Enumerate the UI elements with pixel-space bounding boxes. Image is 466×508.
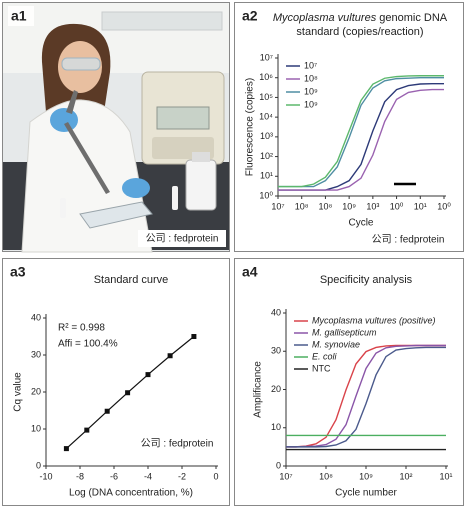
y-tick-label: 10⁵ bbox=[259, 92, 273, 102]
y-tick-label: 10 bbox=[271, 422, 281, 432]
legend-label: M. synoviae bbox=[312, 339, 360, 349]
y-tick-label: 0 bbox=[276, 460, 281, 470]
watermark: 公司 : fedprotein bbox=[372, 235, 445, 246]
panel-a2: a2 Mycoplasma vultures genomic DNA stand… bbox=[234, 2, 464, 252]
panel-a1: a1 公司 : fedprotein bbox=[2, 2, 230, 253]
x-tick-label: 10⁸ bbox=[319, 201, 333, 211]
panel-label: a1 bbox=[11, 8, 27, 24]
x-tick-label: -6 bbox=[110, 471, 118, 481]
x-tick-label: 10⁹ bbox=[342, 201, 356, 211]
series-line bbox=[278, 77, 444, 188]
point bbox=[145, 372, 151, 378]
y-axis-label: Cq value bbox=[13, 372, 24, 412]
y-tick-label: 20 bbox=[271, 384, 281, 394]
y-tick-label: 10⁶ bbox=[259, 72, 273, 82]
panel-a4: a4 0 10 20 30 40 10⁷ 10⁸ 10⁹ 10² 10¹ Cycle number A… bbox=[234, 258, 464, 506]
title-part: Mycoplasma vultures bbox=[273, 12, 377, 24]
x-tick-label: 10⁸ bbox=[319, 471, 333, 481]
x-tick-label: 10⁸ bbox=[295, 201, 309, 211]
x-tick-label: -4 bbox=[144, 471, 152, 481]
x-tick-label: 10¹ bbox=[414, 201, 427, 211]
chart-title: Standard curve bbox=[94, 274, 169, 286]
watermark-box bbox=[138, 230, 226, 247]
series-line bbox=[286, 346, 446, 448]
y-tick-label: 40 bbox=[31, 312, 41, 322]
y-axis-label: Amplificance bbox=[253, 361, 264, 418]
glove-left bbox=[50, 108, 78, 132]
point bbox=[63, 446, 69, 452]
series-line bbox=[278, 75, 444, 188]
annotation: R² = 0.998 bbox=[58, 323, 105, 334]
bottle bbox=[185, 159, 217, 211]
y-tick-label: 10 bbox=[31, 423, 41, 433]
x-tick-label: 10⁰ bbox=[437, 201, 451, 211]
instrument-screen bbox=[156, 106, 210, 130]
x-tick-label: 10¹ bbox=[439, 471, 452, 481]
point bbox=[191, 334, 197, 339]
annotation: Affi = 100.4% bbox=[58, 339, 118, 350]
x-tick-label: -8 bbox=[76, 471, 84, 481]
panel-frame bbox=[234, 2, 464, 252]
x-axis-label: Cycle number bbox=[335, 488, 397, 499]
y-tick-label: 20 bbox=[31, 386, 41, 396]
tube bbox=[172, 186, 178, 210]
label-box bbox=[8, 6, 34, 26]
legend-label: 10⁹ bbox=[304, 86, 318, 96]
y-tick-label: 30 bbox=[31, 349, 41, 359]
bottle-cap bbox=[192, 152, 210, 162]
title-part: genomic DNA bbox=[379, 12, 448, 24]
y-tick-label: 10³ bbox=[260, 131, 273, 141]
panel-label: a4 bbox=[242, 264, 258, 280]
tube-rack bbox=[79, 201, 153, 229]
legend-label: 10⁸ bbox=[304, 73, 318, 83]
x-tick-label: 10⁹ bbox=[359, 471, 373, 481]
x-tick-label: 10⁷ bbox=[271, 201, 284, 211]
tube bbox=[60, 198, 66, 218]
point bbox=[104, 408, 110, 414]
y-axis-label: Fluorescence (copies) bbox=[245, 78, 256, 176]
panel-a3: a3 公司 : fedprotein 0 10 20 30 40 -10 -8 -6 -4 -2 0… bbox=[2, 258, 230, 506]
y-tick-label: 30 bbox=[271, 346, 281, 356]
x-tick-label: 10³ bbox=[366, 201, 379, 211]
x-tick-label: -10 bbox=[39, 471, 52, 481]
series-line bbox=[278, 88, 444, 191]
legend-label: Mycoplasma vultures (positive) bbox=[312, 315, 436, 325]
goggles bbox=[61, 57, 101, 71]
point bbox=[125, 390, 131, 396]
panel-frame bbox=[2, 258, 230, 506]
shelf bbox=[101, 11, 223, 31]
x-tick-label: 10² bbox=[399, 471, 412, 481]
x-tick-label: 0 bbox=[213, 471, 218, 481]
chart-title: Specificity analysis bbox=[320, 274, 413, 286]
x-axis-label: Log (DNA concentration, %) bbox=[69, 488, 193, 499]
glove-right bbox=[122, 178, 150, 198]
chart-title: standard (copies/reaction) bbox=[296, 26, 423, 38]
watermark: 公司 : fedprotein bbox=[146, 234, 219, 245]
legend-label: M. gallisepticum bbox=[312, 327, 377, 337]
legend-label: E. coli bbox=[312, 351, 338, 361]
y-tick-label: 40 bbox=[271, 307, 281, 317]
y-tick-label: 0 bbox=[36, 460, 41, 470]
x-tick-label: 10⁷ bbox=[279, 471, 292, 481]
y-tick-label: 10⁰ bbox=[259, 190, 273, 200]
panel-label: a2 bbox=[242, 8, 258, 24]
legend-label: NTC bbox=[312, 363, 331, 373]
y-tick-label: 10⁴ bbox=[259, 112, 273, 122]
x-axis-label: Cycle bbox=[348, 218, 373, 229]
x-tick-label: 10⁰ bbox=[390, 201, 404, 211]
point bbox=[84, 427, 90, 433]
y-tick-label: 10² bbox=[260, 151, 273, 161]
panel-label: a3 bbox=[10, 264, 26, 280]
legend-label: 10⁷ bbox=[304, 60, 317, 70]
watermark: 公司 : fedprotein bbox=[141, 439, 214, 450]
point bbox=[167, 353, 173, 359]
x-tick-label: -2 bbox=[178, 471, 186, 481]
chart-title: Mycoplasma vultures genomic DNA bbox=[273, 12, 448, 24]
y-tick-label: 10⁷ bbox=[260, 52, 273, 62]
y-tick-label: 10¹ bbox=[260, 171, 273, 181]
legend-label: 10⁹ bbox=[304, 99, 318, 109]
